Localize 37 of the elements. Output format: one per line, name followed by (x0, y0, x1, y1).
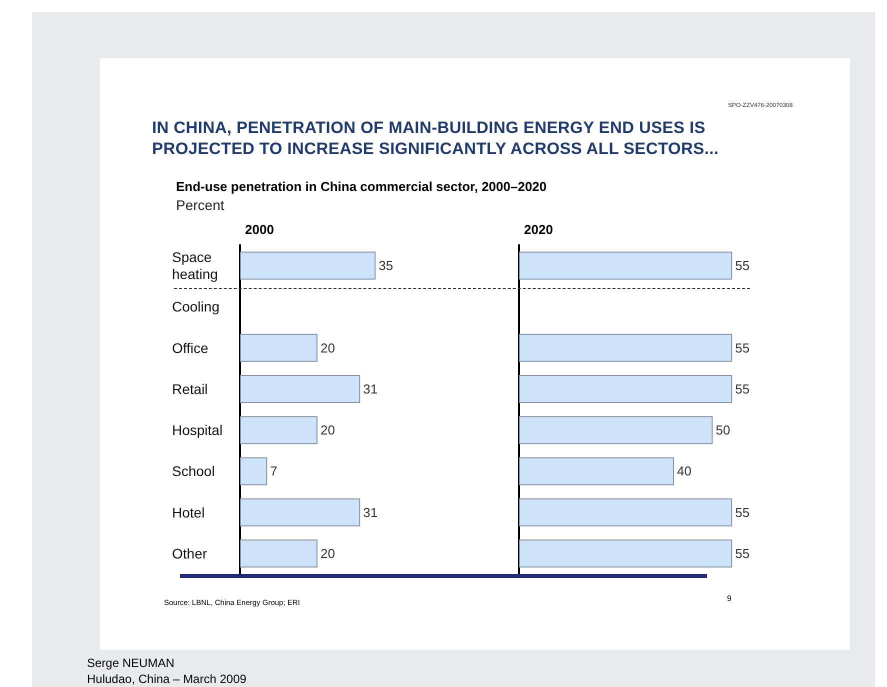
data-label: 55 (735, 340, 750, 356)
bar (240, 374, 360, 403)
data-label: 55 (735, 546, 750, 561)
data-label: 20 (320, 546, 335, 561)
data-label: 55 (735, 258, 750, 274)
text: Huludao, China – March 2009 (87, 672, 246, 686)
chart-title: 2000 (245, 222, 274, 237)
text: IN CHINA, PENETRATION OF MAIN-BUILDING ENERGY END USES IS PROJECTED TO INCREASE SIGNIFICANTLY ACROSS ALL SECTORS... (152, 118, 720, 160)
y-tick-label: Office (172, 340, 209, 356)
data-label: 50 (716, 422, 730, 438)
y-tick-label: Retail (172, 380, 208, 397)
data-label: 55 (735, 381, 750, 396)
bar (240, 539, 318, 568)
data-label: 31 (363, 504, 378, 520)
text: 9 (727, 594, 732, 603)
data-label: 40 (676, 464, 692, 479)
chart-title: 2020 (524, 222, 553, 237)
bar (240, 457, 268, 486)
y-tick-label: Hospital (172, 422, 223, 438)
data-label: 20 (320, 422, 335, 438)
data-label: 35 (378, 258, 394, 274)
bar (240, 252, 376, 280)
data-label: 55 (735, 504, 750, 520)
data-label: 20 (320, 340, 335, 356)
y-tick-label: Cooling (172, 298, 220, 315)
y-tick-label: School (172, 463, 215, 480)
text: End-use penetration in China commercial sector, 2000–2020 (176, 179, 547, 194)
y-tick-label: Other (172, 545, 208, 562)
data-label: 7 (270, 464, 278, 479)
bar (240, 498, 360, 526)
data-label: 31 (363, 381, 378, 396)
text: Percent (176, 197, 224, 213)
bar (240, 416, 318, 444)
text: Serge NEUMAN (87, 656, 174, 670)
y-tick-label: Space heating (172, 249, 218, 282)
bar (240, 334, 318, 362)
y-tick-label: Hotel (172, 504, 205, 520)
